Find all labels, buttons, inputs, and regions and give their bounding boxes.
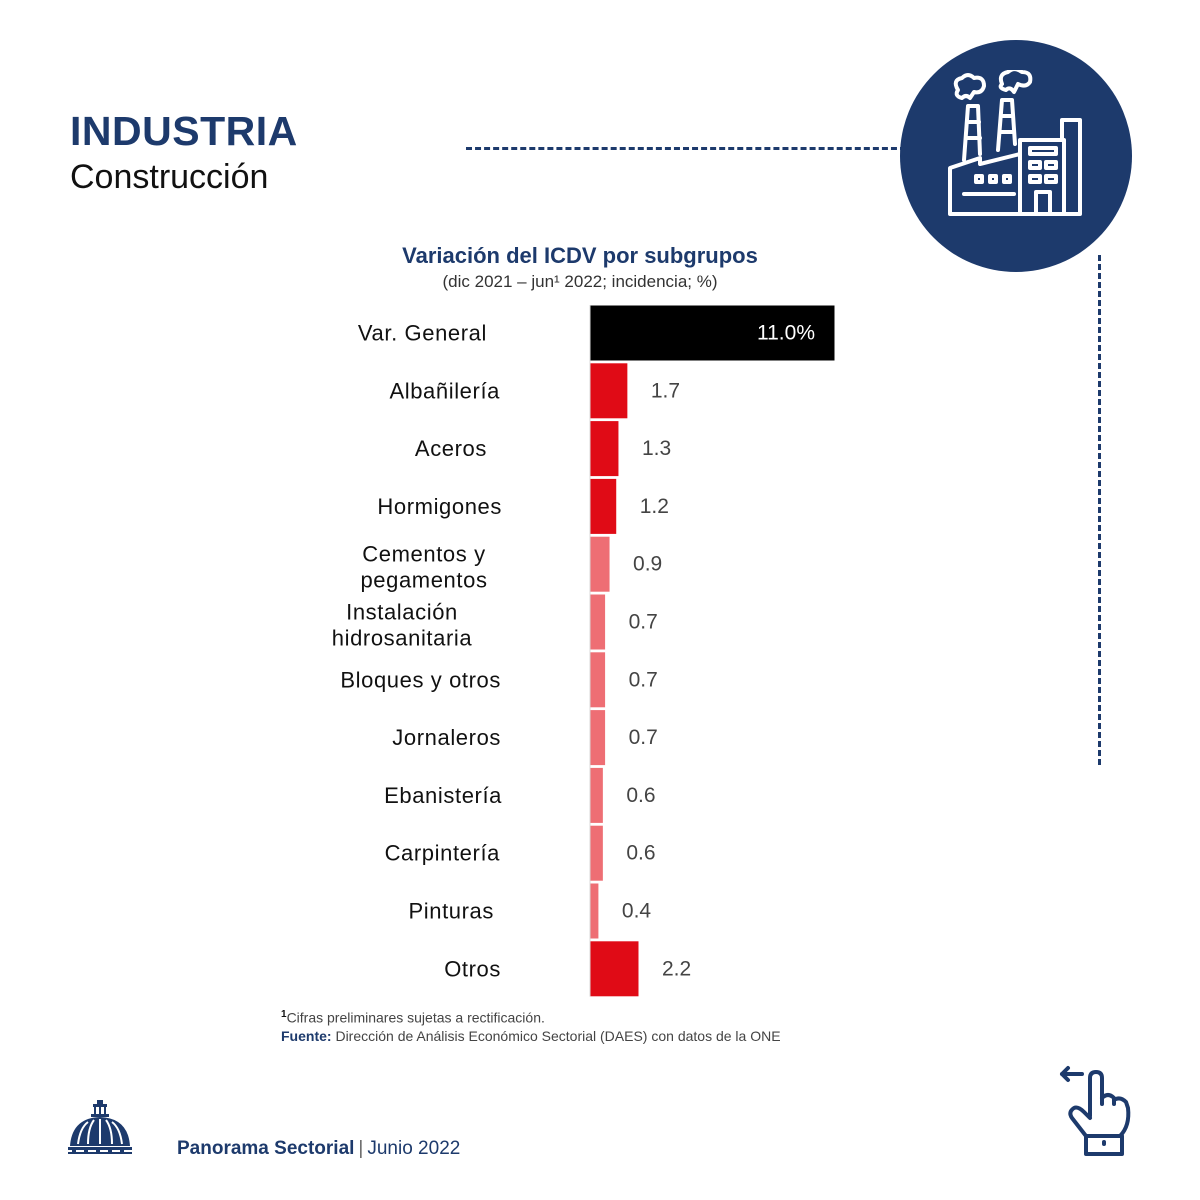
category-label: Pinturas [408,899,494,924]
dashed-connector-vertical [1098,255,1101,765]
dome-logo-icon [68,1100,132,1154]
category-label-line: Cementos y [362,542,485,567]
bar-6 [589,651,607,709]
bar-0 [589,304,836,362]
bar-2 [589,420,620,478]
chart-title: Variación del ICDV por subgrupos [402,243,758,268]
value-label: 0.9 [633,553,662,576]
chart-subtitle: (dic 2021 – jun¹ 2022; incidencia; %) [442,272,718,291]
value-label: 0.6 [626,784,655,807]
publication-date: Junio 2022 [367,1138,461,1159]
source-text: Dirección de Análisis Económico Sectoria… [335,1028,781,1044]
category-label: Otros [444,956,501,981]
value-label: 1.3 [642,437,671,460]
value-label: 0.7 [629,611,658,634]
bar-7 [589,709,607,767]
footer-separator: | [358,1138,364,1159]
bar-9 [589,824,604,882]
bar-11 [589,940,640,998]
source-label: Fuente: [281,1028,332,1044]
swipe-left-hand-icon[interactable] [1058,1064,1134,1165]
footnote-text: Cifras preliminares sujetas a rectificac… [286,1009,545,1026]
value-label: 11.0% [757,322,815,345]
bar-3 [589,477,618,535]
category-label: Aceros [415,436,487,461]
value-label: 0.7 [629,668,658,691]
category-label: Cementos y pegamentos [360,542,487,593]
bar-4 [589,535,611,593]
factory-badge [900,40,1132,272]
category-label: Instalación hidrosanitaria [332,600,473,651]
section-title: INDUSTRIA [70,108,298,154]
value-label: 0.6 [626,842,655,865]
footnote-mark: 1 [281,1009,287,1020]
bar-10 [589,882,600,940]
section-subtitle: Construcción [70,158,269,196]
category-label: Ebanistería [384,783,502,808]
category-label: Carpintería [385,841,501,866]
category-label-line: pegamentos [360,568,487,593]
factory-icon [948,70,1082,216]
footnote: 1Cifras preliminares sujetas a rectifica… [281,1009,545,1026]
bar-5 [589,593,607,651]
value-label: 0.7 [629,726,658,749]
category-label: Albañilería [389,378,500,403]
footer-brand: Panorama Sectorial | Junio 2022 [177,1138,460,1160]
bar-1 [589,362,629,420]
dashed-connector-horizontal [466,147,906,150]
value-label: 0.4 [622,900,652,923]
bar-8 [589,766,604,824]
value-label: 2.2 [662,957,691,980]
category-label-line: hidrosanitaria [332,626,473,651]
category-label: Var. General [358,321,487,346]
source-note: Fuente: Dirección de Análisis Económico … [281,1028,781,1044]
value-label: 1.7 [651,379,680,402]
publication-name: Panorama Sectorial [177,1138,355,1159]
dome-logo [68,1098,132,1163]
category-label-line: Instalación [346,600,458,625]
category-label: Jornaleros [392,725,501,750]
category-label: Bloques y otros [340,667,501,692]
value-label: 1.2 [640,495,669,518]
category-label: Hormigones [377,494,502,519]
